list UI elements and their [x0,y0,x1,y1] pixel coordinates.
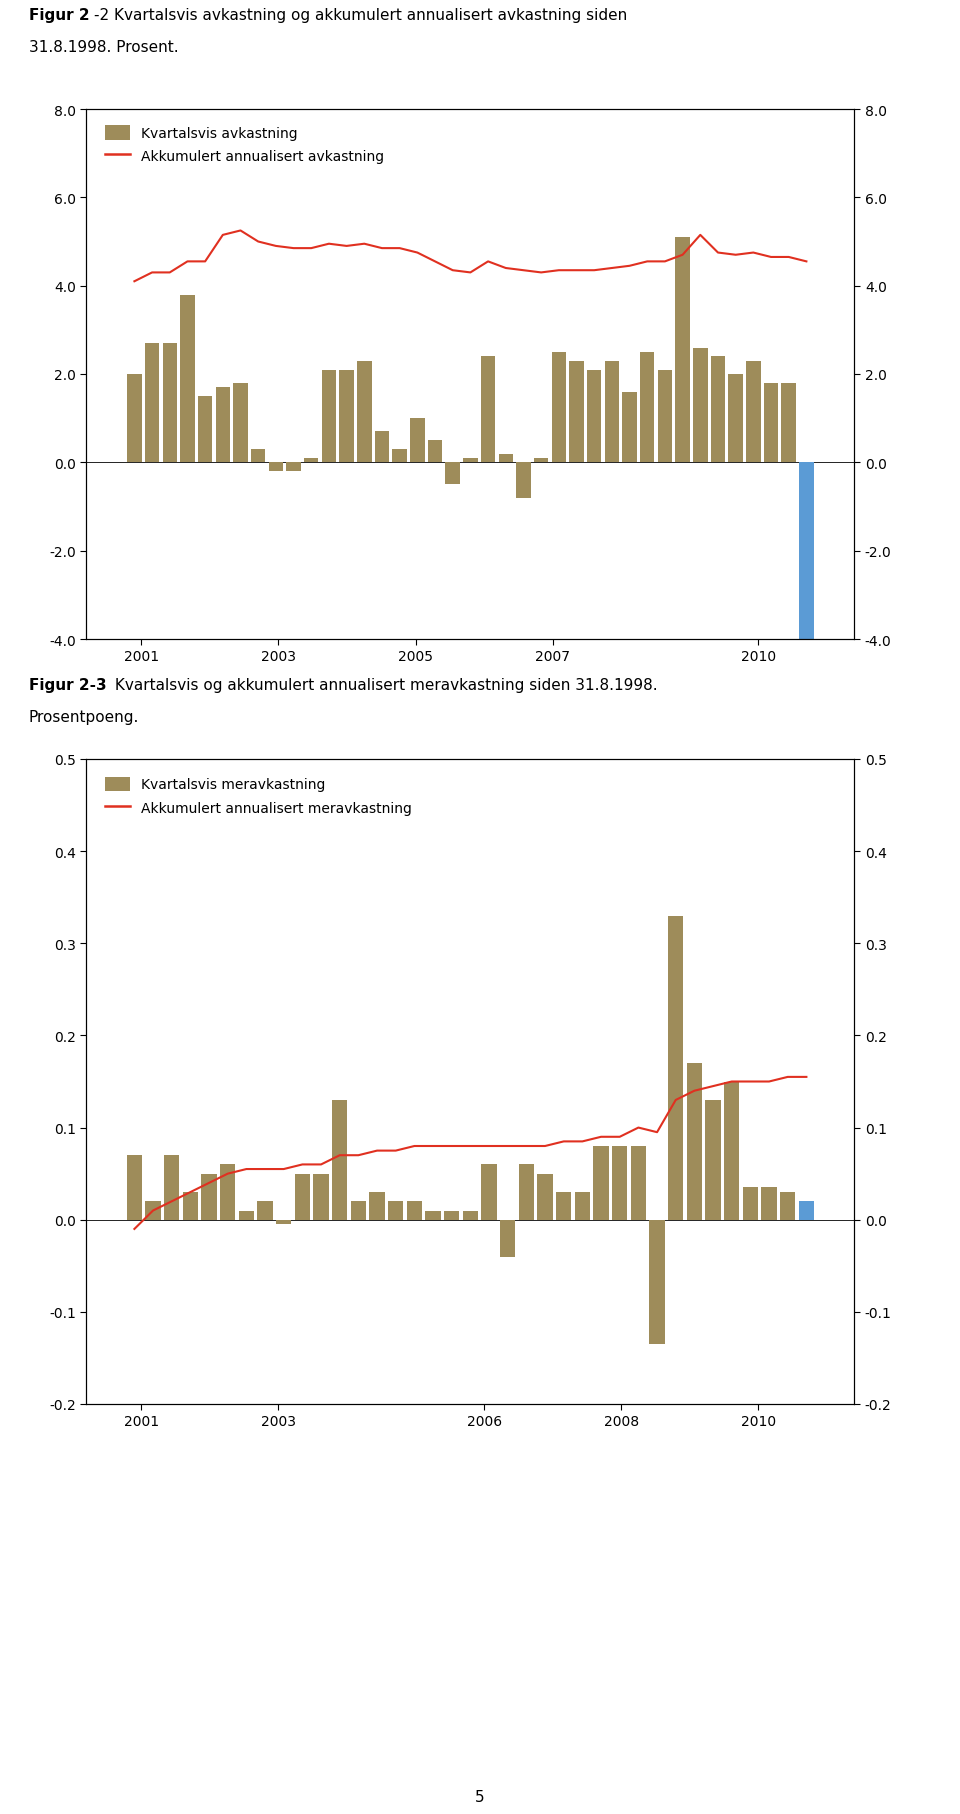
Bar [556,1192,571,1221]
Bar [498,454,513,463]
Bar [631,1146,646,1221]
Text: Prosentpoeng.: Prosentpoeng. [29,709,139,724]
Legend: Kvartalsvis meravkastning, Akkumulert annualisert meravkastning: Kvartalsvis meravkastning, Akkumulert an… [101,773,417,820]
Text: 5: 5 [475,1789,485,1803]
Bar [605,361,619,463]
Text: Figur 2: Figur 2 [29,7,89,24]
Bar [444,1210,460,1221]
Bar [658,370,672,463]
Bar [220,1165,235,1221]
Bar [164,1156,180,1221]
Bar [428,441,443,463]
Bar [622,392,636,463]
Bar [374,432,389,463]
Bar [410,419,424,463]
Bar [339,370,354,463]
Text: Figur 2-3: Figur 2-3 [29,678,107,693]
Bar [425,1210,441,1221]
Bar [357,361,372,463]
Bar [518,1165,534,1221]
Bar [393,450,407,463]
Bar [370,1192,385,1221]
Bar [233,383,248,463]
Bar [706,1101,721,1221]
Bar [239,1210,254,1221]
Bar [313,1174,328,1221]
Bar [612,1146,628,1221]
Bar [743,1188,758,1221]
Bar [304,459,319,463]
Bar [481,1165,496,1221]
Bar [216,388,230,463]
Bar [257,1201,273,1221]
Bar [693,348,708,463]
Bar [799,1201,814,1221]
Bar [145,345,159,463]
Bar [724,1081,739,1221]
Bar [127,1156,142,1221]
Bar [516,463,531,499]
Bar [538,1174,553,1221]
Bar [593,1146,609,1221]
Bar [286,463,300,472]
Bar [686,1063,702,1221]
Bar [463,1210,478,1221]
Bar [463,459,478,463]
Bar [127,375,142,463]
Bar [675,238,690,463]
Bar [407,1201,422,1221]
Bar [781,383,796,463]
Bar [269,463,283,472]
Bar [640,352,655,463]
Bar [350,1201,366,1221]
Bar [388,1201,403,1221]
Bar [295,1174,310,1221]
Bar [202,1174,217,1221]
Bar [198,397,212,463]
Bar [552,352,566,463]
Bar [481,357,495,463]
Bar [322,370,336,463]
Bar [569,361,584,463]
Bar [668,916,684,1221]
Bar [799,463,814,640]
Bar [445,463,460,484]
Bar [746,361,760,463]
Text: Kvartalsvis og akkumulert annualisert meravkastning siden 31.8.1998.: Kvartalsvis og akkumulert annualisert me… [110,678,658,693]
Bar [251,450,266,463]
Bar [575,1192,590,1221]
Bar [145,1201,160,1221]
Bar [780,1192,796,1221]
Bar [276,1221,292,1224]
Bar [162,345,177,463]
Bar [534,459,548,463]
Bar [587,370,601,463]
Bar [182,1192,198,1221]
Bar [649,1221,664,1344]
Bar [332,1101,348,1221]
Bar [180,296,195,463]
Bar [500,1221,516,1257]
Bar [710,357,725,463]
Text: -2 Kvartalsvis avkastning og akkumulert annualisert avkastning siden: -2 Kvartalsvis avkastning og akkumulert … [94,7,627,24]
Text: 31.8.1998. Prosent.: 31.8.1998. Prosent. [29,40,179,54]
Bar [729,375,743,463]
Bar [761,1188,777,1221]
Legend: Kvartalsvis avkastning, Akkumulert annualisert avkastning: Kvartalsvis avkastning, Akkumulert annua… [101,122,389,169]
Bar [764,383,779,463]
